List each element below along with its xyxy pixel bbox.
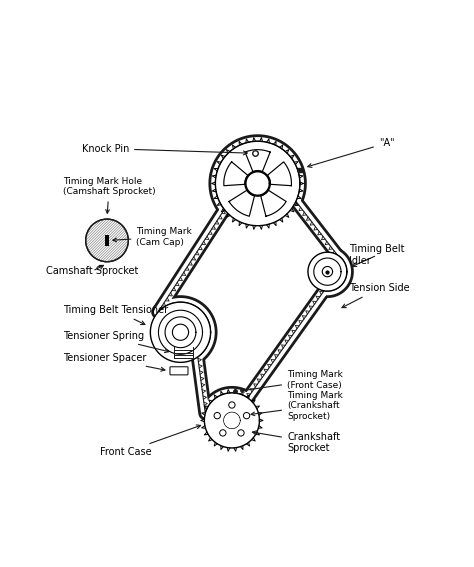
Circle shape (219, 430, 226, 436)
Circle shape (238, 430, 244, 436)
Text: Timing Belt
Idler: Timing Belt Idler (349, 244, 405, 266)
Text: Crankshaft
Sprocket: Crankshaft Sprocket (252, 431, 340, 453)
Text: Timing Mark
(Front Case): Timing Mark (Front Case) (240, 370, 343, 392)
Circle shape (229, 402, 235, 408)
Text: Timing Mark
(Cam Cap): Timing Mark (Cam Cap) (113, 227, 192, 247)
Text: Knock Pin: Knock Pin (82, 143, 247, 155)
Text: Timing Belt Tensioner: Timing Belt Tensioner (63, 305, 168, 324)
Circle shape (151, 302, 210, 362)
Text: Tensioner Spacer: Tensioner Spacer (63, 353, 165, 371)
FancyBboxPatch shape (170, 367, 188, 375)
Text: Tensioner Spring: Tensioner Spring (63, 331, 169, 353)
Text: "A": "A" (308, 138, 394, 167)
Text: Camshaft Sprocket: Camshaft Sprocket (46, 265, 138, 276)
Circle shape (308, 252, 346, 291)
Text: Front Case: Front Case (100, 425, 201, 457)
Circle shape (205, 393, 259, 448)
Text: Tension Side: Tension Side (342, 283, 410, 308)
Circle shape (86, 219, 128, 262)
Circle shape (216, 142, 300, 225)
Text: Timing Mark Hole
(Camshaft Sprocket): Timing Mark Hole (Camshaft Sprocket) (63, 177, 155, 213)
Circle shape (214, 412, 220, 419)
Circle shape (244, 412, 250, 419)
Text: Timing Mark
(Crankshaft
Sprocket): Timing Mark (Crankshaft Sprocket) (251, 391, 343, 421)
Circle shape (224, 413, 240, 428)
Bar (105, 235, 109, 246)
